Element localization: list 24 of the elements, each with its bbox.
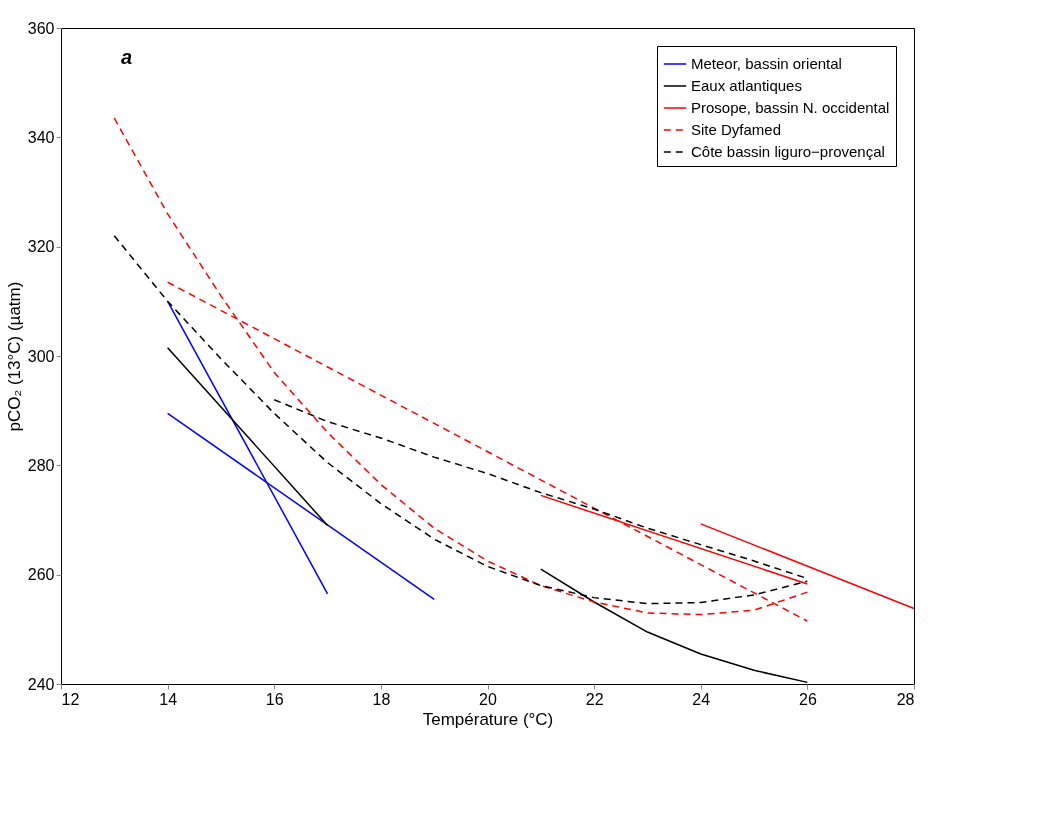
annotation: a [121,46,133,68]
x-tick-label: 24 [692,690,711,708]
x-tick-label: 16 [265,690,284,708]
x-tick-label: 18 [372,690,391,708]
y-tick-label: 240 [27,675,55,693]
legend-label: Site Dyfamed [691,121,782,138]
legend-label: Eaux atlantiques [691,77,802,94]
y-tick-label: 280 [27,456,55,474]
y-tick-label: 260 [27,566,55,584]
y-tick-label: 320 [27,238,55,256]
x-tick-label: 14 [159,690,178,708]
y-tick-label: 300 [27,347,55,365]
legend-label: Côte bassin liguro−provençal [691,143,885,160]
x-tick-label: 28 [896,690,915,708]
x-tick-label: 20 [479,690,497,708]
x-tick-label: 26 [798,690,817,708]
y-tick-label: 340 [27,128,55,146]
legend-label: Meteor, bassin oriental [691,55,842,72]
y-tick-label: 360 [27,19,55,37]
x-tick-label: 12 [61,690,80,708]
x-axis-title: Température (°C) [422,709,554,729]
x-tick-label: 22 [585,690,604,708]
y-axis-title: pCO₂ (13°C) (µatm) [4,281,24,432]
legend-label: Prosope, bassin N. occidental [691,99,890,116]
